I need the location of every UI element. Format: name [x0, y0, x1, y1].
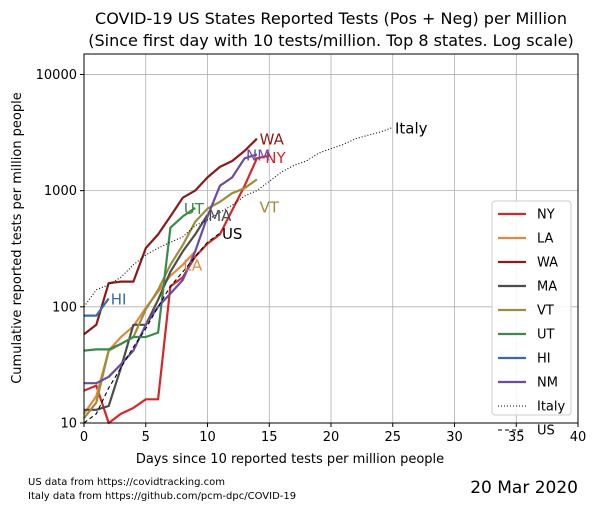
legend-label-ut: UT — [537, 328, 555, 343]
line-label-wa: WA — [260, 131, 285, 149]
y-tick-label: 10000 — [36, 68, 77, 83]
x-tick-label: 40 — [570, 430, 587, 445]
line-label-vt: VT — [260, 199, 280, 217]
series-line-us — [83, 232, 221, 424]
legend-label-italy: Italy — [537, 400, 566, 415]
x-axis-ticks: 0 5 10 15 20 25 30 35 40 — [80, 423, 586, 445]
y-axis-ticks: 10 100 1000 10000 — [36, 68, 84, 432]
x-tick-label: 20 — [323, 430, 340, 445]
legend-label-ma: MA — [537, 280, 557, 295]
line-label-italy: Italy — [395, 119, 428, 137]
x-tick-label: 0 — [80, 430, 88, 445]
legend-label-hi: HI — [537, 352, 551, 367]
legend-box — [491, 200, 572, 416]
x-tick-label: 35 — [508, 430, 525, 445]
series-end-labels: NY LA WA MA VT UT HI NM Italy US — [111, 119, 428, 308]
series-line-ny — [83, 154, 270, 425]
report-date: 20 Mar 2020 — [470, 478, 578, 498]
chart-title: COVID-19 US States Reported Tests (Pos +… — [95, 9, 567, 28]
legend: NY LA WA MA VT UT HI NM Italy US — [491, 200, 572, 439]
legend-label-vt: VT — [537, 304, 554, 319]
source-us: US data from https://covidtracking.com — [28, 477, 225, 488]
x-tick-label: 10 — [199, 430, 216, 445]
legend-label-us: US — [537, 424, 555, 439]
x-tick-label: 5 — [142, 430, 150, 445]
series-line-nm — [84, 153, 258, 385]
series-line-italy — [83, 126, 393, 308]
chart-subtitle: (Since first day with 10 tests/million. … — [88, 31, 574, 50]
y-tick-label: 1000 — [44, 184, 77, 199]
line-label-nm: NM — [246, 146, 270, 164]
line-label-hi: HI — [111, 290, 127, 308]
line-label-us: US — [222, 225, 243, 243]
legend-label-wa: WA — [537, 256, 558, 271]
x-tick-label: 30 — [446, 430, 463, 445]
line-label-la: LA — [183, 256, 203, 274]
series-lines — [83, 126, 393, 425]
legend-label-nm: NM — [537, 376, 558, 391]
line-label-ma: MA — [208, 207, 232, 225]
x-tick-label: 15 — [261, 430, 278, 445]
series-line-la — [83, 250, 197, 415]
series-line-hi — [84, 297, 110, 317]
source-italy: Italy data from https://github.com/pcm-d… — [28, 491, 296, 502]
y-axis-label: Cumulative reported tests per million pe… — [10, 92, 25, 384]
legend-label-ny: NY — [537, 208, 555, 223]
y-tick-label: 10 — [60, 417, 77, 432]
x-axis-label: Days since 10 reported tests per million… — [136, 452, 444, 467]
series-line-wa — [83, 137, 258, 336]
y-tick-label: 100 — [52, 300, 77, 315]
line-label-ny: NY — [265, 149, 286, 167]
legend-label-la: LA — [537, 232, 554, 247]
x-tick-label: 25 — [384, 430, 401, 445]
line-label-ut: UT — [184, 200, 205, 218]
